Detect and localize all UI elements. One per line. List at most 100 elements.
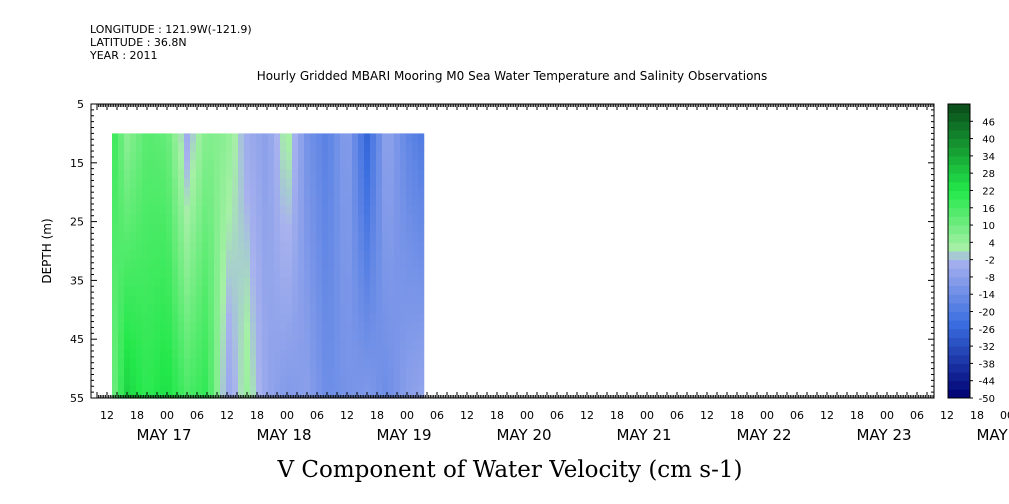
heatmap-cell bbox=[136, 394, 143, 399]
heatmap-cell bbox=[340, 205, 347, 215]
heatmap-cell bbox=[418, 169, 425, 179]
heatmap-cell bbox=[130, 385, 137, 395]
latitude-label: LATITUDE : 36.8N bbox=[90, 36, 187, 49]
heatmap-cell bbox=[382, 259, 389, 269]
heatmap-cell bbox=[214, 277, 221, 287]
heatmap-cell bbox=[400, 268, 407, 278]
x-hour-labels: 12 18 00 06 12 18 00 06 12 18 00 06 12 18 00 06 12 18 00 06… bbox=[100, 409, 1009, 422]
heatmap-cell bbox=[148, 223, 155, 233]
x-hour-label: 18 bbox=[970, 409, 984, 422]
heatmap-cell bbox=[118, 385, 125, 395]
heatmap-cell bbox=[376, 223, 383, 233]
heatmap-cell bbox=[190, 376, 197, 386]
heatmap-cell bbox=[286, 385, 293, 395]
heatmap-cell bbox=[400, 214, 407, 224]
heatmap-cell bbox=[244, 133, 251, 143]
heatmap-cell bbox=[184, 160, 191, 170]
heatmap-cell bbox=[244, 385, 251, 395]
heatmap-cell bbox=[328, 286, 335, 296]
x-hour-label: 12 bbox=[460, 409, 474, 422]
heatmap-cell bbox=[370, 232, 377, 242]
heatmap-cell bbox=[406, 178, 413, 188]
heatmap-cell bbox=[178, 349, 185, 359]
heatmap-cell bbox=[418, 349, 425, 359]
heatmap-cell bbox=[388, 160, 395, 170]
heatmap-cell bbox=[124, 187, 131, 197]
heatmap-cell bbox=[262, 178, 269, 188]
heatmap-cell bbox=[304, 232, 311, 242]
colorbar-band bbox=[948, 354, 970, 364]
heatmap-cell bbox=[352, 196, 359, 206]
heatmap-cell bbox=[298, 178, 305, 188]
heatmap-cell bbox=[214, 268, 221, 278]
heatmap-cell bbox=[346, 313, 353, 323]
heatmap-cell bbox=[208, 151, 215, 161]
heatmap-cell bbox=[238, 331, 245, 341]
heatmap-cell bbox=[172, 133, 179, 143]
heatmap-cell bbox=[292, 205, 299, 215]
heatmap-cell bbox=[154, 223, 161, 233]
heatmap-cell bbox=[214, 205, 221, 215]
heatmap-cell bbox=[160, 295, 167, 305]
heatmap-cell bbox=[112, 232, 119, 242]
x-hour-label: 00 bbox=[400, 409, 414, 422]
heatmap-cell bbox=[178, 133, 185, 143]
heatmap-cell bbox=[118, 313, 125, 323]
heatmap-cell bbox=[346, 232, 353, 242]
heatmap-cell bbox=[238, 151, 245, 161]
heatmap-cell bbox=[220, 250, 227, 260]
heatmap-cell bbox=[328, 223, 335, 233]
heatmap-cell bbox=[334, 205, 341, 215]
heatmap-cell bbox=[118, 268, 125, 278]
heatmap-cell bbox=[154, 367, 161, 377]
heatmap-cell bbox=[268, 331, 275, 341]
heatmap-cell bbox=[310, 358, 317, 368]
colorbar-label: 4 bbox=[989, 238, 995, 249]
heatmap-cell bbox=[340, 250, 347, 260]
heatmap-cell bbox=[280, 241, 287, 251]
heatmap-cell bbox=[394, 250, 401, 260]
heatmap-cell bbox=[334, 268, 341, 278]
heatmap-cell bbox=[256, 385, 263, 395]
heatmap-cell bbox=[142, 214, 149, 224]
heatmap-cell bbox=[250, 286, 257, 296]
heatmap-cell bbox=[250, 232, 257, 242]
heatmap-cell bbox=[214, 133, 221, 143]
heatmap-cell bbox=[286, 142, 293, 152]
heatmap-cell bbox=[250, 133, 257, 143]
heatmap-cell bbox=[400, 232, 407, 242]
heatmap-cell bbox=[112, 250, 119, 260]
heatmap-cell bbox=[142, 241, 149, 251]
heatmap-cell bbox=[328, 151, 335, 161]
heatmap-cell bbox=[136, 250, 143, 260]
heatmap-cell bbox=[316, 376, 323, 386]
heatmap-cell bbox=[160, 133, 167, 143]
colorbar-band bbox=[948, 328, 970, 338]
heatmap-cell bbox=[124, 250, 131, 260]
heatmap-cell bbox=[388, 385, 395, 395]
heatmap-cell bbox=[394, 295, 401, 305]
heatmap-cell bbox=[352, 151, 359, 161]
heatmap-cell bbox=[298, 151, 305, 161]
heatmap-cell bbox=[202, 250, 209, 260]
heatmap-cell bbox=[190, 286, 197, 296]
heatmap-cell bbox=[226, 142, 233, 152]
heatmap-cell bbox=[322, 295, 329, 305]
heatmap-cell bbox=[244, 322, 251, 332]
heatmap-cell bbox=[220, 277, 227, 287]
heatmap-cell bbox=[370, 358, 377, 368]
heatmap-cell bbox=[394, 322, 401, 332]
heatmap-cell bbox=[304, 358, 311, 368]
heatmap-cell bbox=[370, 295, 377, 305]
heatmap-cell bbox=[256, 142, 263, 152]
heatmap-cell bbox=[364, 178, 371, 188]
heatmap-cell bbox=[394, 160, 401, 170]
heatmap-cell bbox=[262, 169, 269, 179]
heatmap-cell bbox=[298, 349, 305, 359]
heatmap-cell bbox=[226, 133, 233, 143]
heatmap-cell bbox=[364, 268, 371, 278]
heatmap-cell bbox=[382, 178, 389, 188]
heatmap-cell bbox=[166, 205, 173, 215]
heatmap-cell bbox=[226, 313, 233, 323]
x-hour-label: 12 bbox=[340, 409, 354, 422]
